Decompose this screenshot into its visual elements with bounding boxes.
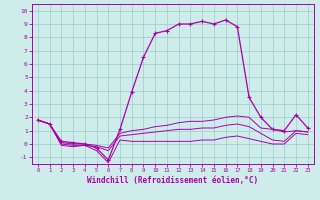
X-axis label: Windchill (Refroidissement éolien,°C): Windchill (Refroidissement éolien,°C) <box>87 176 258 185</box>
